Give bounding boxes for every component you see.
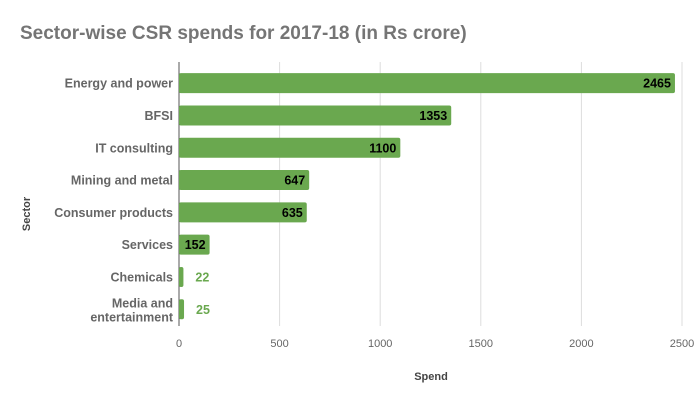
bar bbox=[179, 234, 210, 255]
data-label: 2465 bbox=[643, 77, 671, 91]
bar bbox=[179, 170, 310, 191]
category-label: entertainment bbox=[90, 310, 173, 324]
y-axis-label: Sector bbox=[21, 196, 33, 231]
bar bbox=[179, 137, 401, 158]
category-label: Mining and metal bbox=[71, 174, 173, 188]
data-label: 1100 bbox=[369, 141, 396, 155]
data-label: 635 bbox=[282, 206, 303, 220]
data-label: 22 bbox=[195, 270, 209, 284]
x-tick-label: 1500 bbox=[469, 338, 493, 350]
data-label: 152 bbox=[185, 238, 206, 252]
category-label: Services bbox=[122, 238, 173, 252]
category-label: Chemicals bbox=[110, 270, 173, 284]
category-label: IT consulting bbox=[95, 141, 173, 155]
category-label: Energy and power bbox=[65, 77, 173, 91]
bar bbox=[179, 266, 184, 287]
category-label: Media and bbox=[112, 296, 173, 310]
x-tick-label: 500 bbox=[270, 338, 288, 350]
data-label: 25 bbox=[196, 303, 210, 317]
bar bbox=[179, 73, 675, 94]
x-tick-label: 2000 bbox=[569, 338, 593, 350]
bar bbox=[179, 105, 452, 126]
data-label: 647 bbox=[284, 174, 305, 188]
x-tick-label: 2500 bbox=[670, 338, 694, 350]
x-tick-label: 1000 bbox=[368, 338, 392, 350]
x-tick-label: 0 bbox=[176, 338, 182, 350]
bar bbox=[179, 202, 307, 223]
category-label: Consumer products bbox=[54, 206, 173, 220]
chart-title: Sector-wise CSR spends for 2017-18 (in R… bbox=[20, 23, 467, 44]
category-label: BFSI bbox=[145, 109, 173, 123]
x-axis-label: Spend bbox=[414, 371, 448, 383]
bar bbox=[179, 299, 185, 320]
data-label: 1353 bbox=[419, 109, 447, 123]
